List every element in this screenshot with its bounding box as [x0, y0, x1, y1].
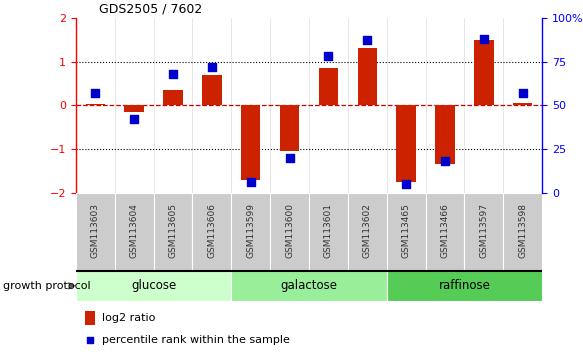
Bar: [76, 193, 115, 271]
Text: GSM113600: GSM113600: [285, 203, 294, 258]
Point: [518, 90, 528, 96]
Text: GSM113466: GSM113466: [441, 203, 449, 258]
Point: [207, 64, 216, 70]
Bar: [153, 193, 192, 271]
Bar: [396, 105, 416, 182]
Bar: [426, 193, 465, 271]
Bar: [115, 193, 153, 271]
Bar: [231, 271, 387, 301]
Bar: [357, 48, 377, 105]
Bar: [348, 193, 387, 271]
Point: [90, 90, 100, 96]
Text: growth protocol: growth protocol: [3, 281, 90, 291]
Bar: [86, 104, 105, 105]
Bar: [513, 103, 532, 105]
Text: GSM113603: GSM113603: [91, 203, 100, 258]
Bar: [465, 193, 503, 271]
Point: [86, 337, 95, 342]
Bar: [163, 90, 182, 105]
Text: GSM113605: GSM113605: [168, 203, 177, 258]
Point: [324, 53, 333, 59]
Bar: [309, 193, 348, 271]
Bar: [474, 40, 494, 105]
Text: log2 ratio: log2 ratio: [103, 313, 156, 323]
Text: GSM113604: GSM113604: [129, 203, 139, 258]
Bar: [436, 105, 455, 165]
Bar: [231, 193, 270, 271]
Text: percentile rank within the sample: percentile rank within the sample: [103, 335, 290, 344]
Bar: [387, 193, 426, 271]
Text: GSM113602: GSM113602: [363, 203, 372, 258]
Bar: [124, 105, 144, 112]
Point: [440, 159, 449, 164]
Text: glucose: glucose: [131, 279, 176, 292]
Text: GSM113599: GSM113599: [246, 203, 255, 258]
Text: GSM113601: GSM113601: [324, 203, 333, 258]
Point: [402, 181, 411, 187]
Bar: [202, 75, 222, 105]
Point: [129, 116, 139, 122]
Text: GSM113597: GSM113597: [479, 203, 489, 258]
Point: [479, 36, 489, 41]
Bar: [503, 193, 542, 271]
Bar: [270, 193, 309, 271]
Text: GSM113606: GSM113606: [208, 203, 216, 258]
Bar: [85, 311, 96, 325]
Text: GDS2505 / 7602: GDS2505 / 7602: [99, 2, 202, 15]
Bar: [76, 271, 231, 301]
Point: [168, 71, 178, 76]
Point: [363, 38, 372, 43]
Text: raffinose: raffinose: [438, 279, 490, 292]
Point: [285, 155, 294, 161]
Bar: [280, 105, 299, 151]
Bar: [192, 193, 231, 271]
Text: galactose: galactose: [280, 279, 338, 292]
Bar: [387, 271, 542, 301]
Text: GSM113598: GSM113598: [518, 203, 527, 258]
Bar: [241, 105, 261, 180]
Point: [246, 179, 255, 185]
Text: GSM113465: GSM113465: [402, 203, 410, 258]
Bar: [319, 68, 338, 105]
